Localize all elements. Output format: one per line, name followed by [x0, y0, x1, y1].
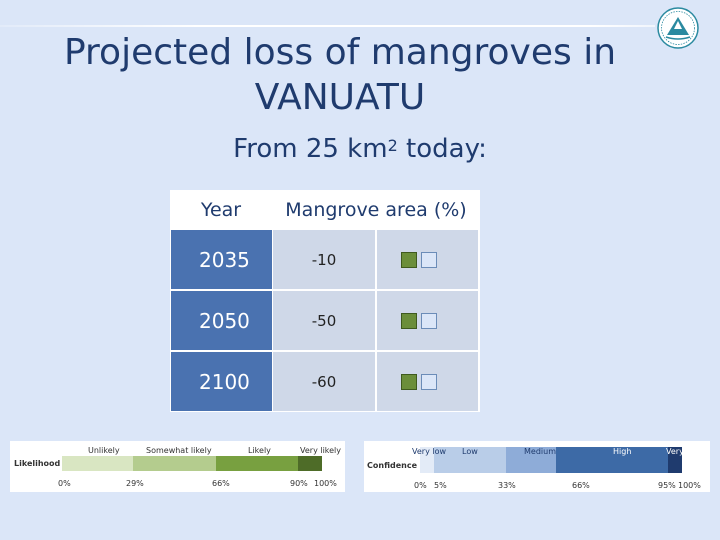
confidence-bar-very-high	[668, 447, 682, 473]
confidence-bar-high	[556, 447, 668, 473]
confidence-label: Confidence	[367, 461, 418, 470]
confidence-pct-5: 5%	[434, 481, 447, 490]
likelihood-pct-66: 66%	[212, 479, 230, 488]
header-mangrove-area: Mangrove area (%)	[273, 191, 479, 229]
subtitle-superscript: 2	[387, 136, 398, 155]
likelihood-square-icon	[401, 312, 417, 329]
row-2035-value: -10	[273, 230, 375, 289]
subtitle-suffix: today:	[397, 134, 487, 164]
likelihood-label: Likelihood	[14, 459, 61, 468]
confidence-square-icon	[421, 312, 437, 329]
likelihood-cat-somewhat-likely: Somewhat likely	[146, 446, 212, 455]
confidence-pct-33: 33%	[498, 481, 516, 490]
row-2050-year: 2050	[171, 291, 272, 350]
confidence-pct-95: 95%	[658, 481, 676, 490]
confidence-pct-66: 66%	[572, 481, 590, 490]
confidence-cat-low: Low	[462, 447, 478, 456]
likelihood-pct-0: 0%	[58, 479, 71, 488]
confidence-square-icon	[421, 251, 437, 268]
likelihood-cat-unlikely: Unlikely	[88, 446, 120, 455]
row-2050-value: -50	[273, 291, 375, 350]
header-divider-line	[0, 25, 655, 27]
likelihood-bar-very-likely	[298, 456, 322, 471]
confidence-cat-high: High	[613, 447, 632, 456]
row-2050-confidence	[377, 291, 478, 350]
confidence-cat-very-low: Very low	[412, 447, 446, 456]
likelihood-bar-unlikely	[62, 456, 133, 471]
confidence-bar-very-low	[420, 447, 434, 473]
row-2100-confidence	[377, 352, 478, 411]
organization-logo-icon	[657, 7, 699, 49]
likelihood-cat-likely: Likely	[248, 446, 271, 455]
row-2035-confidence	[377, 230, 478, 289]
likelihood-pct-100: 100%	[314, 479, 337, 488]
likelihood-pct-90: 90%	[290, 479, 308, 488]
likelihood-square-icon	[401, 373, 417, 390]
likelihood-pct-29: 29%	[126, 479, 144, 488]
page-subtitle: From 25 km2 today:	[160, 132, 560, 166]
confidence-square-icon	[421, 373, 437, 390]
mangrove-table: Year Mangrove area (%) 2035 -10 2050 -50…	[170, 190, 480, 412]
subtitle-prefix: From 25 km	[233, 134, 388, 164]
confidence-bar-medium	[506, 447, 556, 473]
likelihood-bar-likely	[216, 456, 298, 471]
confidence-bar-low	[434, 447, 506, 473]
row-2035-year: 2035	[171, 230, 272, 289]
row-2100-value: -60	[273, 352, 375, 411]
likelihood-cat-very-likely: Very likely	[300, 446, 342, 455]
row-2100-year: 2100	[171, 352, 272, 411]
likelihood-legend: Likelihood Unlikely Somewhat likely Like…	[10, 441, 345, 492]
page-title: Projected loss of mangroves in VANUATU	[63, 32, 617, 118]
confidence-cat-very-high: Very high	[666, 447, 704, 456]
likelihood-square-icon	[401, 251, 417, 268]
confidence-cat-medium: Medium	[524, 447, 556, 456]
likelihood-bar-somewhat-likely	[133, 456, 216, 471]
confidence-legend: Confidence Very low Low Medium High Very…	[364, 441, 710, 492]
confidence-pct-0: 0%	[414, 481, 427, 490]
confidence-pct-100: 100%	[678, 481, 701, 490]
header-year: Year	[171, 191, 271, 229]
